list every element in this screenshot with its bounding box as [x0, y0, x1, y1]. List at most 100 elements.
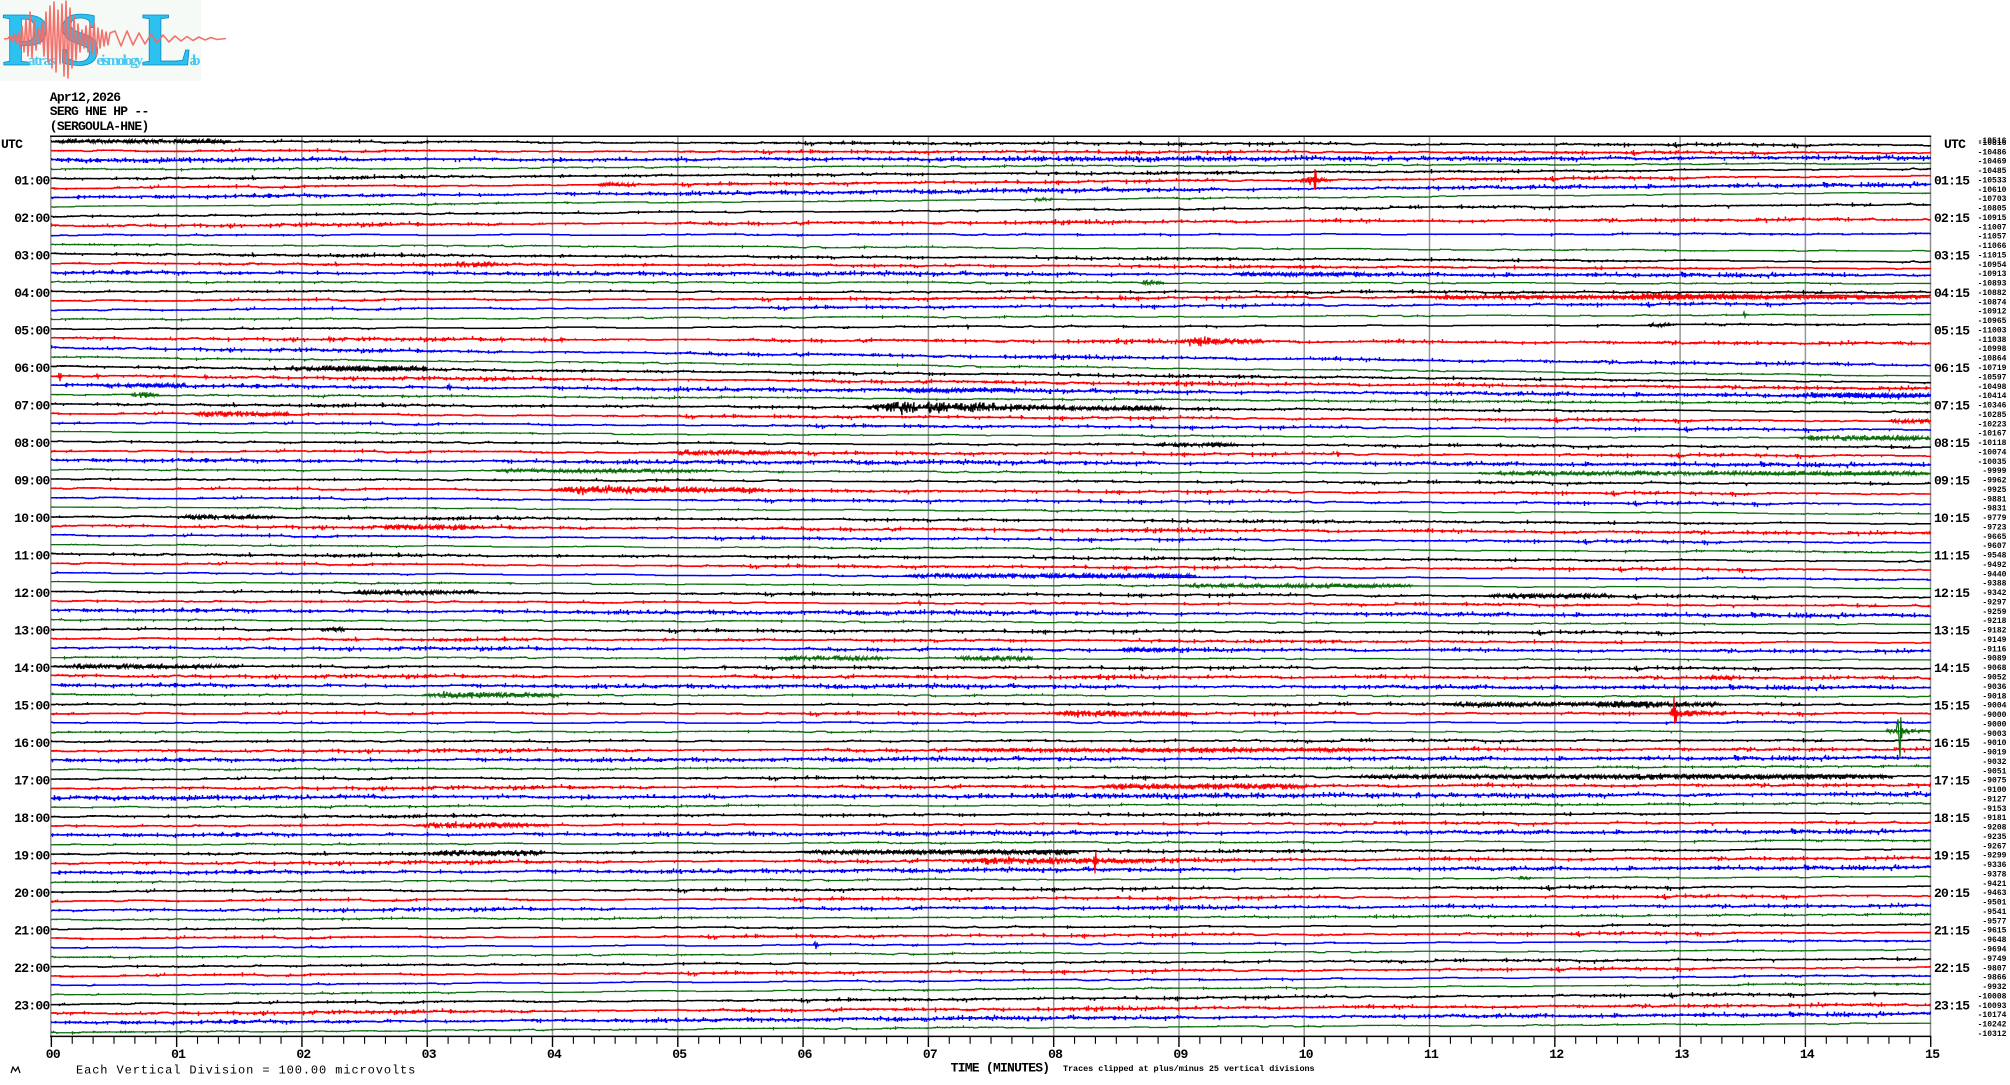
svg-text:10:00: 10:00: [14, 511, 50, 526]
svg-text:-9000: -9000: [1982, 711, 2006, 720]
svg-text:-9615: -9615: [1982, 927, 2006, 936]
svg-text:16:00: 16:00: [14, 736, 50, 751]
svg-text:13: 13: [1675, 1047, 1690, 1062]
svg-text:13:00: 13:00: [14, 624, 50, 639]
svg-text:06:00: 06:00: [14, 361, 50, 376]
svg-text:-10882: -10882: [1978, 289, 2007, 298]
svg-text:-9723: -9723: [1982, 523, 2006, 532]
svg-text:-10414: -10414: [1978, 392, 2007, 401]
svg-text:18:15: 18:15: [1934, 811, 1970, 826]
svg-text:06:15: 06:15: [1934, 361, 1970, 376]
svg-text:09:15: 09:15: [1934, 473, 1970, 488]
svg-text:-10242: -10242: [1978, 1021, 2007, 1030]
svg-text:-10312: -10312: [1978, 1030, 2007, 1039]
svg-text:Apr12,2026: Apr12,2026: [50, 90, 121, 105]
svg-text:-10469: -10469: [1978, 158, 2007, 167]
svg-text:16:15: 16:15: [1934, 736, 1970, 751]
svg-text:-9100: -9100: [1982, 786, 2006, 795]
svg-text:-9607: -9607: [1982, 542, 2006, 551]
svg-text:02: 02: [296, 1047, 311, 1062]
svg-text:-9440: -9440: [1982, 570, 2006, 579]
svg-text:-10912: -10912: [1978, 308, 2007, 317]
svg-text:-10965: -10965: [1978, 317, 2007, 326]
svg-text:03:00: 03:00: [14, 248, 50, 263]
svg-text:-9501: -9501: [1982, 899, 2006, 908]
svg-text:-10703: -10703: [1978, 195, 2007, 204]
svg-text:-10485: -10485: [1978, 167, 2007, 176]
svg-text:-9299: -9299: [1982, 852, 2006, 861]
svg-text:11: 11: [1424, 1047, 1439, 1062]
svg-text:22:00: 22:00: [14, 961, 50, 976]
svg-text:08:00: 08:00: [14, 436, 50, 451]
svg-text:-9548: -9548: [1982, 552, 2006, 561]
svg-text:-9032: -9032: [1982, 758, 2006, 767]
svg-text:23:15: 23:15: [1934, 999, 1970, 1014]
svg-text:-10223: -10223: [1978, 420, 2007, 429]
svg-text:-9881: -9881: [1982, 495, 2006, 504]
svg-text:09:00: 09:00: [14, 473, 50, 488]
svg-text:19:15: 19:15: [1934, 849, 1970, 864]
svg-text:-10074: -10074: [1978, 448, 2007, 457]
svg-text:TIME (MINUTES): TIME (MINUTES): [951, 1060, 1050, 1075]
svg-text:-10035: -10035: [1978, 458, 2007, 467]
svg-text:-9648: -9648: [1982, 936, 2006, 945]
svg-text:13:15: 13:15: [1934, 624, 1970, 639]
svg-text:10:15: 10:15: [1934, 511, 1970, 526]
svg-text:-10174: -10174: [1978, 1011, 2007, 1020]
svg-text:-9749: -9749: [1982, 955, 2006, 964]
svg-text:UTC: UTC: [1944, 137, 1966, 152]
svg-text:14: 14: [1800, 1047, 1815, 1062]
svg-text:-9259: -9259: [1982, 608, 2006, 617]
svg-text:UTC: UTC: [1, 137, 23, 152]
svg-text:-10167: -10167: [1978, 430, 2007, 439]
svg-text:-9831: -9831: [1982, 505, 2006, 514]
svg-text:05: 05: [672, 1047, 687, 1062]
svg-text:20:15: 20:15: [1934, 886, 1970, 901]
svg-text:ab: ab: [190, 53, 201, 69]
svg-text:-11038: -11038: [1978, 336, 2007, 345]
svg-text:23:00: 23:00: [14, 999, 50, 1014]
svg-text:-9051: -9051: [1982, 767, 2006, 776]
svg-text:L: L: [142, 0, 193, 82]
svg-text:-10516: -10516: [1978, 137, 2007, 146]
svg-text:-10893: -10893: [1978, 280, 2007, 289]
svg-text:-9925: -9925: [1982, 486, 2006, 495]
svg-text:-9866: -9866: [1982, 974, 2006, 983]
svg-text:18:00: 18:00: [14, 811, 50, 826]
svg-text:-9463: -9463: [1982, 889, 2006, 898]
svg-text:07: 07: [923, 1047, 937, 1062]
svg-text:-9541: -9541: [1982, 908, 2006, 917]
svg-text:-9779: -9779: [1982, 514, 2006, 523]
svg-text:-10719: -10719: [1978, 364, 2007, 373]
svg-text:-9075: -9075: [1982, 777, 2006, 786]
svg-text:-10805: -10805: [1978, 205, 2007, 214]
svg-text:-10533: -10533: [1978, 176, 2007, 185]
svg-text:12: 12: [1549, 1047, 1564, 1062]
svg-text:-9052: -9052: [1982, 674, 2006, 683]
svg-text:11:00: 11:00: [14, 549, 50, 564]
svg-text:-11057: -11057: [1978, 233, 2007, 242]
svg-text:21:15: 21:15: [1934, 924, 1970, 939]
svg-text:-9218: -9218: [1982, 617, 2006, 626]
svg-text:-11015: -11015: [1978, 251, 2007, 260]
svg-text:-9999: -9999: [1982, 467, 2006, 476]
svg-text:-10915: -10915: [1978, 214, 2007, 223]
svg-text:04:00: 04:00: [14, 286, 50, 301]
svg-text:-9962: -9962: [1982, 477, 2006, 486]
svg-text:-10864: -10864: [1978, 355, 2007, 364]
svg-text:17:15: 17:15: [1934, 774, 1970, 789]
svg-text:-10118: -10118: [1978, 439, 2007, 448]
svg-text:-9036: -9036: [1982, 683, 2006, 692]
svg-text:-9003: -9003: [1982, 730, 2006, 739]
svg-text:-10597: -10597: [1978, 373, 2007, 382]
svg-text:01:00: 01:00: [14, 173, 50, 188]
svg-text:01:15: 01:15: [1934, 173, 1970, 188]
svg-text:Traces clipped at plus/minus 2: Traces clipped at plus/minus 25 vertical…: [1063, 1064, 1315, 1074]
svg-text:Each Vertical Division = 100.: Each Vertical Division = 100.00 microvol…: [76, 1063, 416, 1077]
svg-text:-9932: -9932: [1982, 983, 2006, 992]
svg-text:-9089: -9089: [1982, 655, 2006, 664]
svg-text:02:00: 02:00: [14, 211, 50, 226]
svg-text:SERG HNE HP --: SERG HNE HP --: [50, 104, 149, 119]
svg-text:-9388: -9388: [1982, 580, 2006, 589]
svg-text:-10498: -10498: [1978, 383, 2007, 392]
